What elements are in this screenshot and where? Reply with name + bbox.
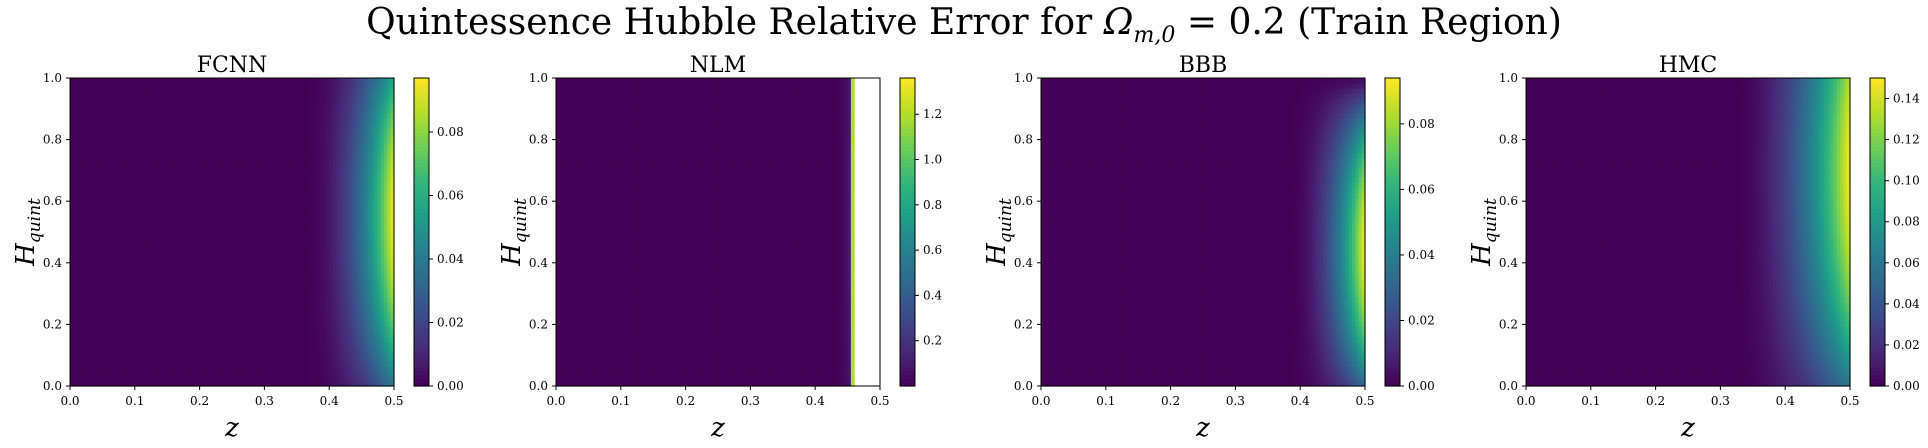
heatmap-cells	[70, 78, 395, 387]
subplot-fcnn: 0.0 0.1 0.2 0.3 0.4 0.50.00.20.40.60.81.0 FCNN…	[11, 53, 464, 443]
